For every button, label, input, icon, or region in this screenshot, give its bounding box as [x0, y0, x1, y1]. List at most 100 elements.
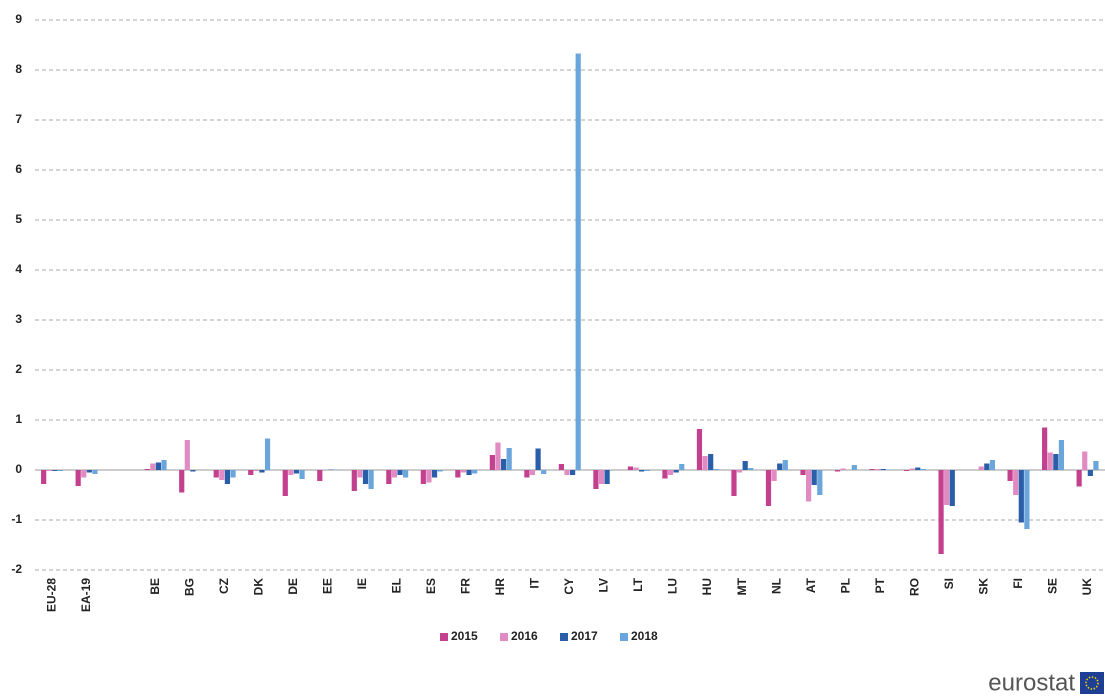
- bar: [368, 470, 374, 489]
- legend-swatch: [560, 633, 568, 641]
- bar: [150, 463, 156, 470]
- bar: [627, 466, 634, 470]
- bar: [679, 464, 685, 470]
- legend-label: 2017: [571, 629, 598, 643]
- x-tick-label: CY: [562, 578, 576, 595]
- bar: [403, 470, 409, 478]
- bar: [397, 470, 403, 475]
- x-tick-label: MT: [735, 577, 749, 595]
- x-tick-label: RO: [907, 578, 921, 596]
- bar: [86, 470, 92, 473]
- y-tick-label: 1: [15, 412, 22, 426]
- bar: [1076, 470, 1082, 487]
- bar: [293, 470, 300, 474]
- bar: [541, 470, 547, 474]
- x-tick-label: CZ: [217, 578, 231, 594]
- bar: [903, 470, 910, 471]
- bar: [495, 442, 501, 470]
- bar: [46, 470, 52, 471]
- bar: [455, 470, 461, 478]
- bar: [224, 470, 231, 484]
- bar: [915, 467, 921, 470]
- bar: [437, 470, 443, 472]
- bar: [529, 470, 536, 475]
- bar: [1087, 470, 1093, 476]
- bar: [673, 470, 679, 473]
- bar: [426, 470, 432, 483]
- bar: [633, 467, 639, 470]
- x-tick-label: HU: [700, 578, 714, 595]
- bar: [57, 470, 64, 471]
- x-tick-label: EU-28: [44, 578, 58, 612]
- x-tick-label: FI: [1011, 578, 1025, 589]
- bar: [431, 470, 438, 478]
- bar: [731, 470, 737, 496]
- bar: [909, 468, 915, 470]
- bar: [161, 460, 167, 470]
- bar: [248, 470, 254, 475]
- bar: [662, 470, 668, 479]
- x-tick-label: IE: [355, 578, 369, 589]
- bar: [782, 460, 788, 470]
- bar: [144, 469, 150, 470]
- bar: [1013, 470, 1019, 495]
- bar: [938, 470, 944, 554]
- bar: [564, 470, 570, 475]
- bar: [282, 470, 288, 496]
- bar: [984, 463, 990, 470]
- bar: [75, 470, 81, 486]
- bar: [1018, 470, 1024, 523]
- bar: [535, 448, 541, 470]
- bar: [639, 470, 645, 472]
- bar: [736, 470, 743, 473]
- x-tick-label: LU: [666, 578, 680, 594]
- bar: [466, 470, 472, 475]
- x-tick-label: FR: [459, 578, 473, 594]
- bar: [696, 429, 703, 470]
- x-tick-label: PT: [873, 577, 887, 593]
- x-tick-label: PL: [838, 578, 852, 593]
- bar: [1053, 454, 1059, 470]
- legend-label: 2016: [511, 629, 538, 643]
- x-tick-label: ES: [424, 578, 438, 594]
- bar: [840, 468, 846, 470]
- bar: [155, 462, 162, 470]
- bar: [1058, 440, 1065, 470]
- bar: [851, 465, 857, 470]
- bar: [253, 470, 259, 471]
- x-tick-label: UK: [1080, 578, 1094, 596]
- bar: [391, 470, 398, 478]
- bar: [81, 470, 87, 478]
- bar: [558, 464, 564, 470]
- bar: [886, 469, 892, 470]
- y-tick-label: 4: [15, 262, 22, 276]
- x-tick-label: AT: [804, 577, 818, 593]
- bar: [667, 470, 674, 475]
- bar: [575, 53, 581, 470]
- bar: [708, 454, 714, 470]
- legend-label: 2015: [451, 629, 478, 643]
- bar: [593, 470, 599, 489]
- bar: [869, 469, 875, 470]
- x-tick-label: DK: [252, 578, 266, 596]
- bar: [472, 470, 478, 474]
- x-tick-label: DE: [286, 578, 300, 595]
- bar: [989, 460, 995, 470]
- bar: [742, 461, 748, 470]
- bar: [92, 470, 98, 474]
- bar: [811, 470, 817, 485]
- bar: [598, 470, 605, 484]
- bar: [386, 470, 392, 484]
- bar: [489, 455, 495, 470]
- legend-swatch: [620, 633, 628, 641]
- x-tick-label: SE: [1045, 578, 1059, 594]
- bar: [230, 470, 236, 478]
- bar: [52, 470, 58, 471]
- bar: [765, 470, 772, 506]
- bar: [1082, 451, 1088, 470]
- x-tick-label: EL: [390, 578, 404, 593]
- y-tick-label: 3: [15, 312, 22, 326]
- bar: [328, 469, 334, 470]
- bar: [1047, 452, 1053, 470]
- y-tick-label: 8: [15, 62, 22, 76]
